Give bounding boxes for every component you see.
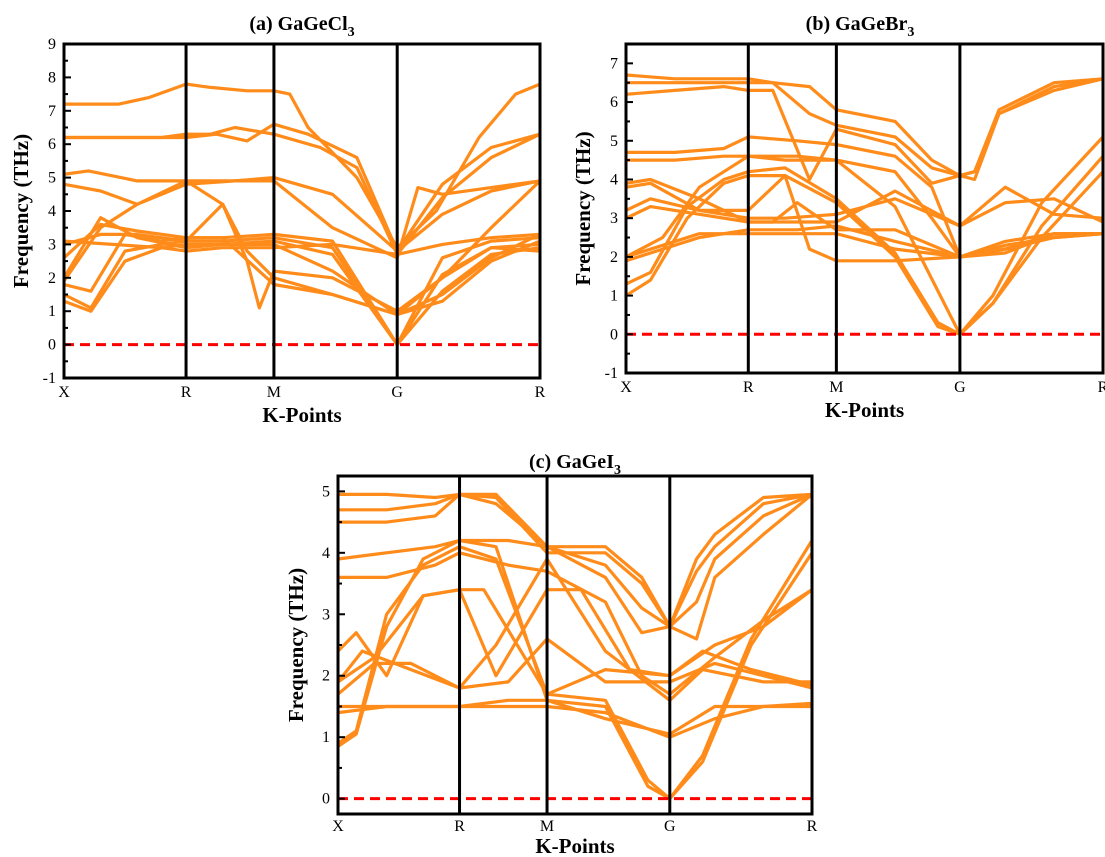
y-axis-label: Frequency (THz): [571, 131, 595, 285]
kpoint-label: R: [181, 384, 192, 401]
phonon-band-4: [338, 701, 812, 739]
y-tick-label: 4: [322, 545, 330, 562]
y-tick-label: 1: [322, 729, 330, 746]
chart-title-main: (a) GaGeCl: [249, 13, 348, 35]
x-axis-label: K-Points: [825, 398, 904, 422]
plot-frame: [336, 474, 814, 816]
chart-panel-2: -1 0 1 2 3 4 5 6 7 X R M G R K-Points Frequency (THz) (b…: [571, 13, 1105, 422]
y-tick-label: -1: [43, 370, 56, 387]
chart-title: (c) GaGeI3: [529, 451, 621, 478]
kpoint-label: X: [620, 379, 632, 396]
phonon-band-11: [338, 492, 812, 629]
phonon-band-9: [338, 551, 812, 696]
phonon-band-13: [64, 82, 540, 250]
y-axis-label: Frequency (THz): [9, 134, 33, 288]
kpoint-label: R: [743, 379, 754, 396]
y-tick-label: 2: [610, 249, 618, 266]
kpoint-label: M: [540, 818, 554, 835]
kpoint-label: G: [664, 818, 676, 835]
y-tick-label: -1: [605, 365, 618, 382]
y-tick-label: 8: [48, 69, 56, 86]
band-group: [626, 73, 1103, 336]
phonon-band-8: [626, 177, 1103, 259]
x-axis-label: K-Points: [535, 834, 614, 857]
y-tick-label: 3: [322, 606, 330, 623]
y-tick-label: 1: [48, 303, 56, 320]
chart-title-main: (c) GaGeI: [529, 451, 614, 473]
y-tick-label: 6: [610, 94, 618, 111]
plot-frame: [624, 42, 1105, 375]
kpoint-label: R: [535, 384, 546, 401]
y-tick-label: 3: [610, 210, 618, 227]
phonon-band-4: [64, 179, 540, 317]
phonon-band-8: [338, 588, 812, 684]
y-tick-label: 4: [610, 171, 618, 188]
phonon-band-12: [338, 492, 812, 629]
y-tick-label: 5: [322, 483, 330, 500]
kpoint-label: M: [267, 384, 281, 401]
kpoint-label: M: [829, 379, 843, 396]
phonon-band-10: [338, 492, 812, 641]
y-tick-label: 5: [48, 170, 56, 187]
phonon-band-14: [626, 73, 1103, 178]
chart-title: (b) GaGeBr3: [806, 13, 915, 40]
y-tick-label: 7: [48, 103, 56, 120]
chart-panel-3: 0 1 2 3 4 5 X R M G R K-Points Frequency (THz) (c) Ga…: [284, 451, 818, 857]
phonon-band-1: [64, 239, 540, 347]
phonon-band-9: [626, 174, 1103, 263]
chart-title-main: (b) GaGeBr: [806, 13, 908, 35]
y-tick-label: 2: [48, 270, 56, 287]
y-tick-label: 0: [610, 326, 618, 343]
y-tick-label: 3: [48, 236, 56, 253]
y-tick-label: 2: [322, 668, 330, 685]
kpoint-label: R: [454, 818, 465, 835]
chart-title-subscript: 3: [907, 25, 914, 40]
chart-panel-1: -1 0 1 2 3 4 5 6 7 8 9 X R M G R K-Points Frequency (THz)…: [9, 13, 546, 427]
band-group: [338, 492, 812, 801]
y-tick-label: 5: [610, 133, 618, 150]
phonon-band-1: [626, 170, 1103, 336]
y-tick-label: 0: [322, 791, 330, 808]
x-axis-label: K-Points: [262, 403, 341, 427]
kpoint-label: X: [58, 384, 70, 401]
y-tick-label: 9: [48, 36, 56, 53]
chart-title: (a) GaGeCl3: [249, 13, 354, 40]
kpoint-label: R: [1098, 379, 1105, 396]
y-tick-label: 4: [48, 203, 56, 220]
phonon-band-10: [64, 169, 540, 260]
band-group: [64, 82, 540, 347]
phonon-band-7: [64, 202, 540, 313]
phonon-band-13: [338, 492, 812, 629]
kpoint-label: X: [332, 818, 344, 835]
y-tick-label: 1: [610, 288, 618, 305]
y-tick-label: 6: [48, 136, 56, 153]
chart-title-subscript: 3: [614, 463, 621, 478]
y-axis-label: Frequency (THz): [284, 568, 308, 722]
y-tick-label: 7: [610, 55, 618, 72]
plot-frame: [62, 42, 542, 380]
kpoint-label: G: [954, 379, 966, 396]
phonon-band-2: [64, 236, 540, 347]
y-tick-label: 0: [48, 337, 56, 354]
kpoint-label: R: [807, 818, 818, 835]
kpoint-label: G: [391, 384, 403, 401]
phonon-band-11: [626, 135, 1103, 259]
chart-title-subscript: 3: [348, 25, 355, 40]
